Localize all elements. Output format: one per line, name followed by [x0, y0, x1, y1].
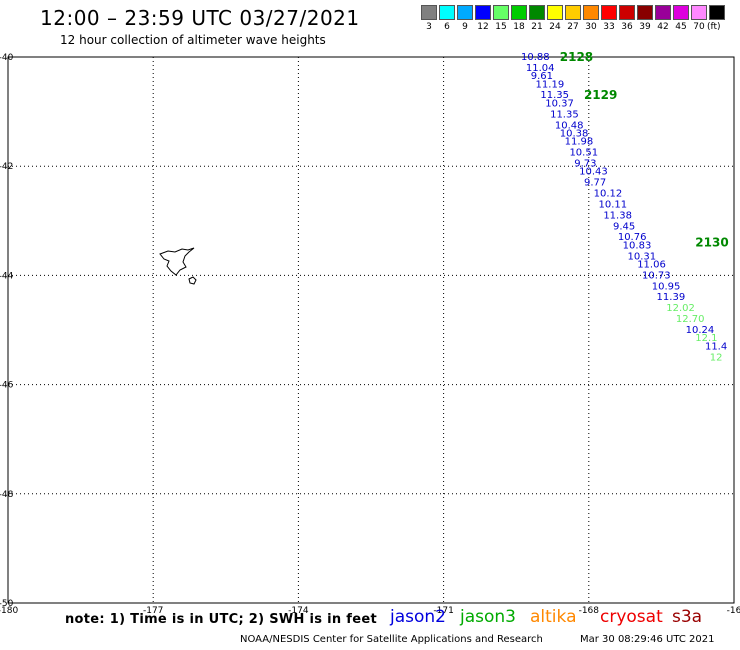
- x-tick-label: -16: [727, 606, 740, 616]
- legend-swatch: [529, 5, 545, 20]
- swh-value: 11.06: [637, 259, 666, 270]
- x-tick-label: -177: [143, 606, 163, 616]
- legend-swatch: [691, 5, 707, 20]
- x-tick-label: -171: [433, 606, 453, 616]
- legend-label: 15: [495, 22, 507, 32]
- legend-swatch: [655, 5, 671, 20]
- swh-value: 9.73: [574, 158, 596, 169]
- swh-value: 10.11: [598, 199, 627, 210]
- legend-swatch: [421, 5, 437, 20]
- x-tick-label: -174: [288, 606, 309, 616]
- swh-value: 10.51: [569, 148, 598, 159]
- swh-value: 12.1: [695, 333, 717, 344]
- legend-label: 9: [462, 22, 468, 32]
- swh-value: 10.88: [521, 52, 550, 63]
- y-tick-label: -42: [0, 162, 13, 172]
- x-tick-label: -168: [579, 606, 600, 616]
- pass-labels: 2128 2129 2130: [560, 50, 729, 250]
- legend-label: 12: [477, 22, 489, 32]
- legend-swatch: [583, 5, 599, 20]
- swh-value: 11.35: [550, 109, 579, 120]
- swh-value: 10.43: [579, 167, 608, 178]
- credit-line: NOAA/NESDIS Center for Satellite Applica…: [240, 634, 543, 645]
- swh-value: 9.45: [613, 221, 635, 232]
- swh-value: 9.77: [584, 178, 606, 189]
- legend-label: 33: [603, 22, 615, 32]
- swh-value: 10.31: [628, 251, 657, 262]
- legend-swatch: [637, 5, 653, 20]
- swh-value: 12: [710, 352, 723, 363]
- legend-swatch: [439, 5, 455, 20]
- pass-label: 2130: [695, 236, 728, 250]
- legend-swatch: [619, 5, 635, 20]
- swh-value: 11.39: [657, 292, 686, 303]
- swh-value: 10.73: [642, 270, 671, 281]
- axis-tick-labels: -180 -177 -174 -171 -168 -16 -40 -42 -44 -46 -48 -5…: [0, 53, 740, 616]
- legend-label: 24: [549, 22, 561, 32]
- legend-swatch: [601, 5, 617, 20]
- plot-frame: [7, 56, 735, 604]
- swh-value: 11.4: [705, 341, 727, 352]
- swh-value: 11.98: [565, 137, 594, 148]
- sat-s3a: s3a: [672, 607, 703, 627]
- y-tick-label: -44: [0, 271, 14, 281]
- sat-cryosat: cryosat: [600, 607, 663, 627]
- chart-title: 12:00 – 23:59 UTC 03/27/2021: [40, 6, 360, 30]
- swh-value: 10.12: [594, 189, 623, 200]
- legend-swatch: [547, 5, 563, 20]
- sat-jason2: jason2: [390, 607, 446, 627]
- swh-value: 10.83: [623, 240, 652, 251]
- legend-swatch: [475, 5, 491, 20]
- swh-value: 10.76: [618, 232, 647, 243]
- island-outline: [159, 247, 195, 276]
- legend-label: 39: [639, 22, 651, 32]
- swh-value: 12.70: [676, 314, 705, 325]
- legend-label: 70: [693, 22, 705, 32]
- islet-outline: [188, 276, 197, 285]
- swh-value: 11.19: [536, 79, 565, 90]
- legend-swatch: [493, 5, 509, 20]
- legend-label: 42: [657, 22, 669, 32]
- legend-label: 3: [426, 22, 432, 32]
- legend-swatch: [709, 5, 725, 20]
- swh-value: 11.38: [603, 210, 632, 221]
- pass-label: 2129: [584, 88, 617, 102]
- y-tick-label: -48: [0, 490, 14, 500]
- chart-subtitle: 12 hour collection of altimeter wave hei…: [60, 33, 326, 47]
- footer-note: note: 1) Time is in UTC; 2) SWH is in fe…: [65, 612, 377, 627]
- legend-swatch: [511, 5, 527, 20]
- legend-label: 18: [513, 22, 525, 32]
- generated-timestamp: Mar 30 08:29:46 UTC 2021: [580, 634, 715, 645]
- legend-label: 21: [531, 22, 543, 32]
- swh-value: 10.95: [652, 281, 681, 292]
- pass-label: 2128: [560, 50, 593, 64]
- swh-value: 10.38: [560, 128, 589, 139]
- y-tick-label: -40: [0, 53, 14, 63]
- swh-value: 10.48: [555, 120, 584, 131]
- sat-altika: altika: [530, 607, 577, 627]
- legend-label: 45: [675, 22, 687, 32]
- swh-value: 10.37: [545, 98, 574, 109]
- swh-value: 12.02: [666, 303, 695, 314]
- legend-swatch: [457, 5, 473, 20]
- legend-unit: (ft): [707, 22, 721, 32]
- swh-value: 9.61: [531, 71, 553, 82]
- x-tick-label: -180: [0, 606, 18, 616]
- coastline-island: [159, 247, 197, 285]
- swh-observations: 10.8811.049.6111.1911.3510.3711.3510.481…: [521, 52, 727, 363]
- sat-jason3: jason3: [460, 607, 516, 627]
- legend-label: 6: [444, 22, 450, 32]
- y-tick-label: -50: [0, 599, 14, 609]
- swh-value: 11.35: [540, 90, 569, 101]
- legend-label: 27: [567, 22, 579, 32]
- grid-lines: [8, 57, 734, 603]
- y-tick-label: -46: [0, 381, 14, 391]
- legend-swatch: [673, 5, 689, 20]
- legend-label: 36: [621, 22, 633, 32]
- legend-swatch: [565, 5, 581, 20]
- swh-value: 11.04: [526, 63, 555, 74]
- swh-value: 10.24: [686, 325, 715, 336]
- legend-label: 30: [585, 22, 597, 32]
